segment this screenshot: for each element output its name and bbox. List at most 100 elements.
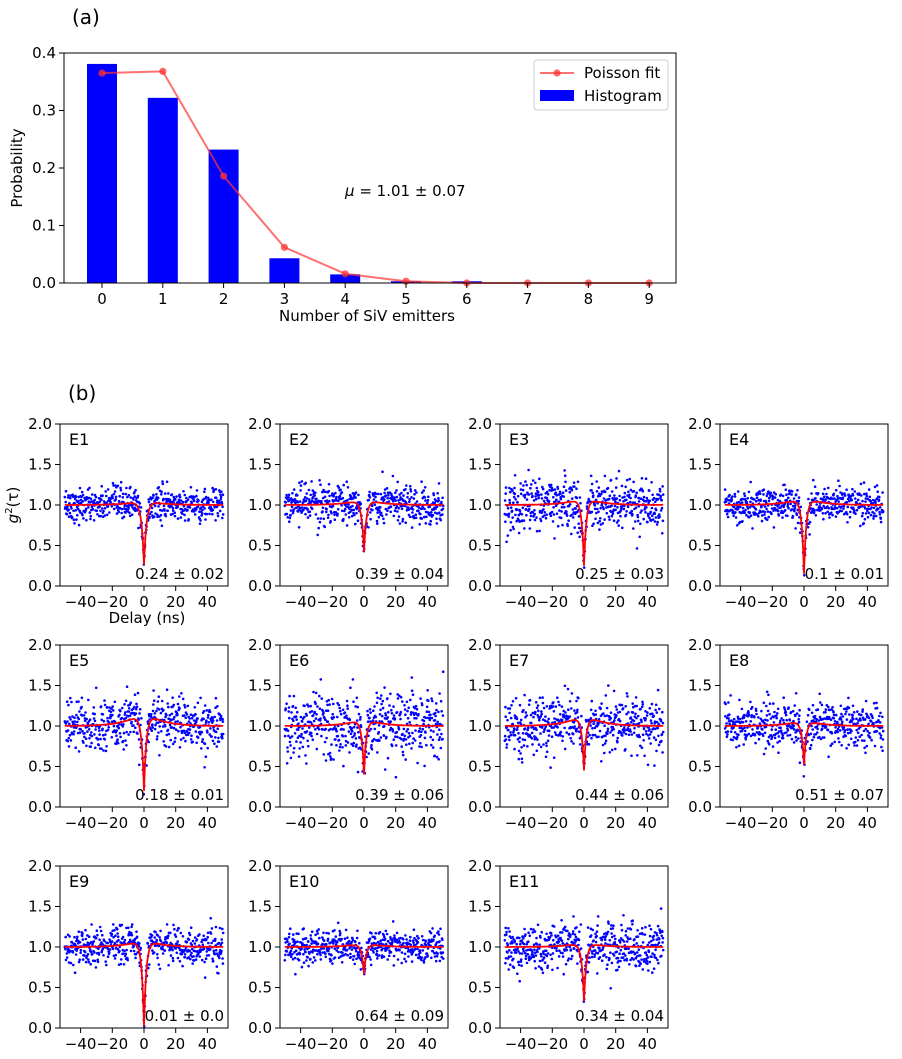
g2-data-point xyxy=(595,490,599,493)
g2-data-point xyxy=(376,511,379,514)
g2-data-point xyxy=(402,727,406,731)
g2-data-point xyxy=(559,516,563,520)
g2-data-point xyxy=(376,751,379,754)
g2-data-point xyxy=(785,731,788,734)
g2-data-point xyxy=(87,698,90,702)
g2-data-point xyxy=(542,706,546,710)
g2-data-point xyxy=(102,719,106,723)
y-tick-label: 0.4 xyxy=(32,44,56,62)
g2-data-point xyxy=(786,729,790,732)
g2-data-point xyxy=(367,526,370,529)
g2-data-point xyxy=(775,716,778,720)
g2-data-point xyxy=(331,504,335,508)
x-tick-label: 6 xyxy=(462,290,472,308)
g2-data-point xyxy=(100,747,103,750)
g2-data-point xyxy=(870,720,873,723)
g2-data-point xyxy=(826,728,830,732)
g2-data-point xyxy=(616,506,619,509)
g2-data-point xyxy=(357,712,361,716)
g2-data-point xyxy=(171,696,174,699)
g2-data-point xyxy=(200,514,203,517)
g2-data-point xyxy=(156,956,159,960)
g2-data-point xyxy=(124,952,128,956)
g2-data-point xyxy=(654,703,658,707)
g2-data-point xyxy=(591,491,594,495)
g2-data-point xyxy=(413,739,417,742)
g2-data-point xyxy=(610,514,614,518)
g2-data-point xyxy=(856,739,860,742)
g2-data-point xyxy=(789,502,792,506)
x-tick-label: 4 xyxy=(340,290,350,308)
g2-data-point xyxy=(598,519,601,523)
g2-data-point xyxy=(185,496,188,500)
g2-data-point xyxy=(329,727,332,731)
g2-data-point xyxy=(203,960,206,964)
g2-data-point xyxy=(286,746,289,749)
g2-data-point xyxy=(511,516,514,519)
g2-data-point xyxy=(306,508,310,511)
g2-data-point xyxy=(133,491,136,494)
g2-data-point xyxy=(190,734,193,737)
g2-data-point xyxy=(520,761,524,764)
g2-data-point xyxy=(560,705,564,708)
g2-data-point xyxy=(104,960,107,963)
g2-data-point xyxy=(65,512,69,516)
g2-data-point xyxy=(67,745,71,748)
g2-data-point xyxy=(519,488,523,491)
y-tick-label: 0.5 xyxy=(688,537,712,555)
g2-data-point xyxy=(311,738,315,741)
g2-data-point xyxy=(204,755,208,758)
g2-ylabel-tau: (τ) xyxy=(4,487,22,508)
g2-data-point xyxy=(380,694,383,697)
g2-data-point xyxy=(384,507,388,511)
g2-data-point xyxy=(610,490,614,493)
g2-data-point xyxy=(420,703,424,707)
y-tick-label: 2.0 xyxy=(468,636,492,654)
g2-data-point xyxy=(198,510,201,513)
g2-data-point xyxy=(207,496,210,500)
g2-data-point xyxy=(422,489,426,492)
g2-data-point xyxy=(834,488,838,492)
x-tick-label: 0 xyxy=(799,593,809,611)
g2-data-point xyxy=(111,947,115,951)
g2-data-point xyxy=(66,729,70,732)
g2-data-point xyxy=(768,702,772,705)
g2-data-point xyxy=(863,517,867,521)
g2-data-point xyxy=(160,490,163,494)
g2-data-point xyxy=(542,730,546,734)
g2-data-point xyxy=(147,740,150,744)
g2-data-point xyxy=(426,716,430,720)
g2-data-point xyxy=(628,477,631,481)
g2-data-point xyxy=(776,509,780,513)
g2-data-point xyxy=(155,737,159,741)
g2-data-point xyxy=(68,935,71,938)
histogram-panel: (a) 0 1 2 3 4 5 6 7 8 90.00.10.20.30.4 Number of … xyxy=(8,5,677,325)
g2-data-point xyxy=(791,514,795,518)
g2-data-point xyxy=(309,721,313,724)
g2-data-point xyxy=(805,720,809,723)
subplot-plot-area xyxy=(63,480,225,566)
g2-data-point xyxy=(878,726,882,730)
g2-data-point xyxy=(329,757,333,760)
g2-data-point xyxy=(152,494,155,497)
g2-data-point xyxy=(634,494,638,497)
g2-data-point xyxy=(766,492,769,495)
g2-data-point xyxy=(743,726,746,730)
g2-data-point xyxy=(858,735,861,738)
g2-data-point xyxy=(788,492,792,495)
subplot-label: E5 xyxy=(69,651,89,670)
g2-data-point xyxy=(158,944,161,948)
g2-data-point xyxy=(420,491,424,494)
g2-data-point xyxy=(308,510,312,513)
g2-data-point xyxy=(299,484,303,487)
g2-data-point xyxy=(435,505,439,509)
g2-data-point xyxy=(564,711,567,714)
g2-data-point xyxy=(532,715,535,719)
g2-data-point xyxy=(643,754,646,758)
g2-data-point xyxy=(728,493,731,497)
g2-data-point xyxy=(348,718,352,722)
g2-data-point xyxy=(216,512,219,515)
y-tick-label: 0.0 xyxy=(32,274,56,292)
g2-data-point xyxy=(184,716,187,719)
g2-data-point xyxy=(319,717,322,720)
